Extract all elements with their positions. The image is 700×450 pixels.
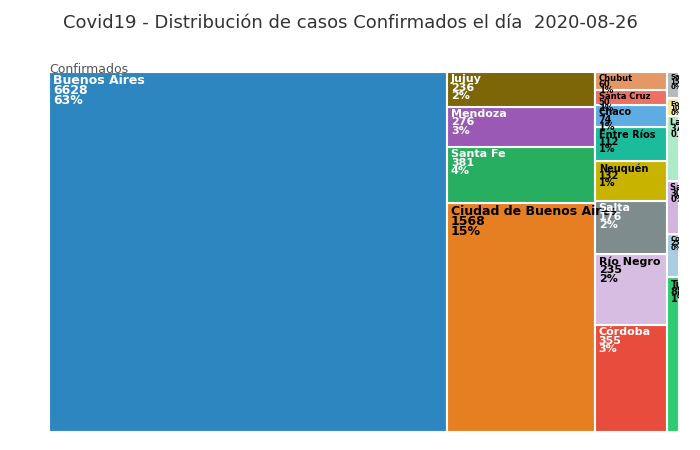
- Text: 0%: 0%: [671, 84, 682, 90]
- Text: 112: 112: [598, 137, 619, 147]
- Text: 74: 74: [598, 115, 612, 125]
- Text: Córdoba: Córdoba: [598, 327, 651, 337]
- Bar: [666, 278, 679, 432]
- Text: Neuquén: Neuquén: [598, 163, 648, 174]
- Bar: [666, 99, 679, 116]
- Text: 381: 381: [451, 158, 474, 168]
- Text: 15: 15: [671, 79, 680, 85]
- Bar: [447, 202, 595, 432]
- Text: 0%: 0%: [671, 194, 685, 203]
- Text: Santa Cruz: Santa Cruz: [598, 92, 650, 101]
- Text: Confirmados: Confirmados: [49, 63, 128, 76]
- Text: Jujuy: Jujuy: [451, 74, 482, 84]
- Bar: [595, 254, 666, 325]
- Text: 2%: 2%: [598, 220, 617, 230]
- Text: 0%: 0%: [671, 245, 682, 251]
- Text: Tucumán: Tucumán: [671, 279, 700, 290]
- Bar: [447, 147, 595, 202]
- Text: Chaco: Chaco: [598, 108, 632, 117]
- Bar: [595, 127, 666, 161]
- Text: 235: 235: [598, 265, 622, 275]
- Bar: [595, 201, 666, 254]
- Bar: [447, 72, 595, 107]
- Text: Chubut: Chubut: [598, 74, 633, 83]
- Bar: [666, 234, 679, 278]
- Text: Mendoza: Mendoza: [451, 109, 507, 119]
- Text: 1%: 1%: [598, 104, 613, 113]
- Text: Ciudad de Buenos Aires: Ciudad de Buenos Aires: [451, 205, 617, 218]
- Text: Covid19 - Distribución de casos Confirmados el día  2020-08-26: Covid19 - Distribución de casos Confirma…: [62, 14, 638, 32]
- Text: Salta: Salta: [598, 203, 631, 213]
- Text: 30: 30: [671, 189, 682, 198]
- Text: Río Negro: Río Negro: [598, 256, 660, 267]
- Text: 0.381%: 0.381%: [671, 130, 700, 139]
- Text: 15%: 15%: [451, 225, 481, 238]
- Text: 60: 60: [598, 80, 610, 89]
- Bar: [595, 72, 666, 90]
- Bar: [666, 181, 679, 234]
- Text: 3%: 3%: [598, 344, 617, 355]
- Text: 355: 355: [598, 336, 622, 346]
- Text: 1%: 1%: [671, 294, 687, 304]
- Text: 0%: 0%: [671, 110, 682, 116]
- Text: 3%: 3%: [451, 126, 470, 136]
- Text: 37: 37: [671, 124, 682, 133]
- Text: 1%: 1%: [598, 144, 615, 154]
- Text: Formosa: Formosa: [671, 100, 700, 107]
- Text: 6628: 6628: [52, 84, 88, 97]
- Text: 50: 50: [598, 98, 610, 107]
- Text: 236: 236: [451, 83, 474, 93]
- Text: 1568: 1568: [451, 215, 486, 228]
- Bar: [595, 105, 666, 127]
- Text: Santa Fe: Santa Fe: [451, 149, 505, 159]
- Bar: [49, 72, 447, 432]
- Text: 4%: 4%: [451, 166, 470, 176]
- Bar: [595, 90, 666, 105]
- Text: 1%: 1%: [598, 178, 615, 188]
- Bar: [595, 161, 666, 201]
- Bar: [447, 107, 595, 147]
- Text: 1%: 1%: [598, 86, 613, 94]
- Text: 276: 276: [451, 117, 475, 127]
- Bar: [666, 116, 679, 181]
- Text: 25: 25: [671, 240, 680, 247]
- Bar: [666, 72, 679, 99]
- Text: 132: 132: [598, 171, 619, 180]
- Text: Corrientes: Corrientes: [671, 236, 700, 242]
- Text: Entre Ríos: Entre Ríos: [598, 130, 655, 140]
- Text: La Rioja: La Rioja: [671, 118, 700, 127]
- Text: 63%: 63%: [52, 94, 83, 107]
- Text: 1%: 1%: [598, 122, 615, 132]
- Text: Santiago: Santiago: [671, 74, 700, 80]
- Text: Buenos Aires: Buenos Aires: [52, 74, 144, 87]
- Text: 88: 88: [671, 287, 684, 297]
- Text: San Juan: San Juan: [671, 183, 700, 192]
- Text: 10: 10: [671, 105, 680, 111]
- Text: 2%: 2%: [451, 91, 470, 101]
- Text: 2%: 2%: [598, 274, 617, 284]
- Bar: [595, 325, 666, 432]
- Text: 176: 176: [598, 212, 622, 222]
